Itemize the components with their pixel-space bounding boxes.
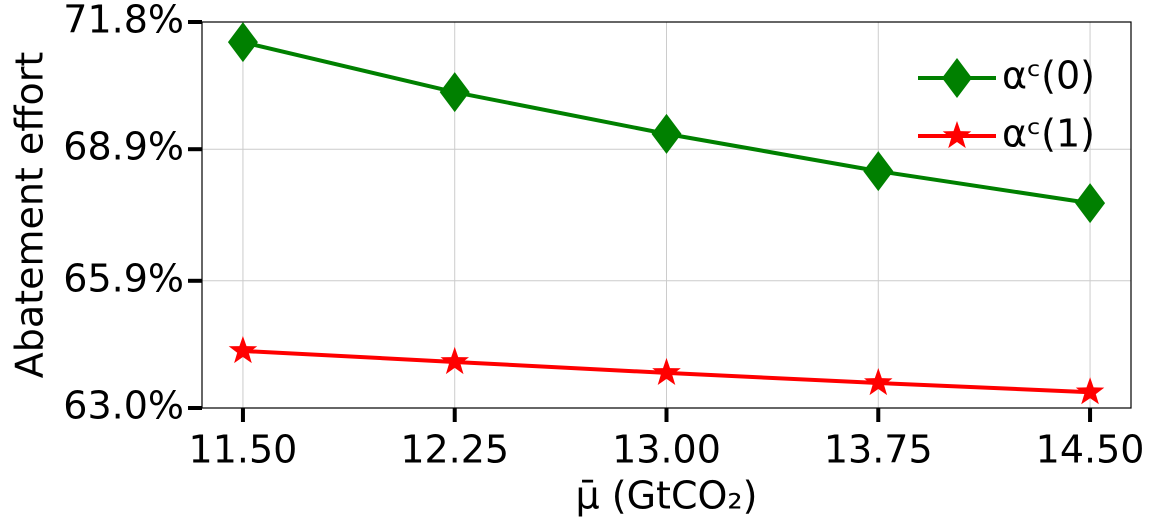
x-tick-label: 13.75: [824, 428, 933, 472]
legend-label: αᶜ(1): [1002, 112, 1095, 156]
diamond-marker: [439, 72, 470, 113]
legend-label: αᶜ(0): [1002, 54, 1095, 98]
diamond-marker: [942, 58, 972, 98]
plot-frame: [201, 21, 1132, 409]
diamond-marker: [1075, 183, 1106, 224]
x-tick-label: 11.50: [189, 428, 298, 472]
x-tick-label: 12.25: [400, 428, 509, 472]
star-marker: [440, 346, 469, 375]
y-tick-label: 65.9%: [63, 256, 184, 300]
diamond-marker: [227, 22, 258, 63]
y-tick-label: 68.9%: [63, 125, 184, 169]
diamond-marker: [651, 113, 682, 154]
x-tick-label: 14.50: [1036, 428, 1145, 472]
x-tick-label: 13.00: [612, 428, 721, 472]
x-axis-label: μ̄ (GtCO₂): [576, 474, 758, 518]
star-marker: [942, 121, 972, 149]
star-marker: [1075, 377, 1105, 405]
star-marker: [228, 336, 258, 364]
star-marker: [652, 357, 681, 385]
y-axis-label: Abatement effort: [8, 52, 52, 378]
star-marker: [864, 368, 893, 396]
diamond-marker: [863, 151, 894, 192]
y-tick-label: 63.0%: [63, 384, 184, 428]
y-tick-label: 71.8%: [63, 0, 184, 42]
